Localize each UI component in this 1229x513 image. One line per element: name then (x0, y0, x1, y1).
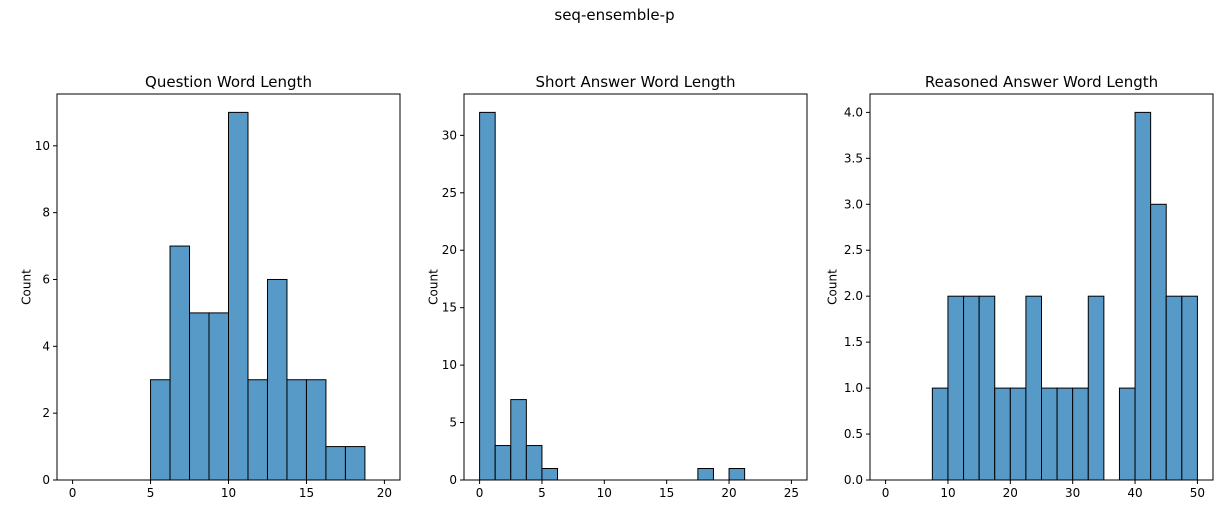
y-tick-label: 30 (442, 128, 457, 142)
y-tick-label: 0 (42, 473, 50, 487)
histogram-bar (963, 295, 980, 481)
histogram-bar (189, 312, 210, 481)
y-tick-label: 4 (42, 339, 50, 353)
y-tick-label: 4.0 (844, 105, 863, 119)
histogram-bar (266, 278, 288, 481)
y-tick-label: 10 (35, 139, 50, 153)
y-tick-label: 0.0 (844, 473, 863, 487)
histogram-bar (1150, 203, 1167, 481)
histogram-bar (994, 387, 1011, 481)
histogram-bar (344, 446, 366, 481)
x-tick-label: 20 (721, 486, 736, 500)
histogram-bar (1041, 387, 1058, 481)
histogram-bar (510, 399, 527, 481)
y-tick-label: 0 (449, 473, 457, 487)
y-axis-label: Count (825, 269, 839, 305)
histogram-bar (208, 312, 229, 481)
y-tick-label: 1.0 (844, 381, 863, 395)
histogram-bar (1118, 387, 1136, 481)
x-tick-label: 5 (538, 486, 546, 500)
histogram-bar (1181, 295, 1198, 481)
panel-short-answer-word-length: Short Answer Word Length Count 0 5 10 15 20 2… (427, 73, 808, 500)
x-tick-label: 25 (784, 486, 799, 500)
x-tick-label: 0 (69, 486, 77, 500)
histogram-bar (169, 245, 191, 481)
histogram-bar (228, 111, 249, 481)
x-tick-label: 20 (377, 486, 392, 500)
histogram-bar (1009, 387, 1027, 481)
x-tick-label: 10 (940, 486, 955, 500)
histogram-bar (479, 111, 496, 481)
y-tick-label: 20 (442, 243, 457, 257)
y-tick-label: 2.0 (844, 289, 863, 303)
x-tick-label: 15 (659, 486, 674, 500)
y-axis-label: Count (427, 269, 441, 305)
x-tick-label: 40 (1127, 486, 1142, 500)
figure-suptitle: seq-ensemble-p (554, 6, 675, 24)
histogram-bar (697, 468, 714, 481)
panel-title: Reasoned Answer Word Length (925, 73, 1158, 91)
histogram-bar (541, 468, 559, 481)
x-tick-label: 30 (1065, 486, 1080, 500)
histogram-bar (1134, 111, 1152, 481)
histogram-bar (728, 468, 746, 481)
histogram-bar (305, 379, 327, 481)
y-tick-label: 3.5 (844, 151, 863, 165)
y-tick-label: 2 (42, 406, 50, 420)
x-tick-label: 5 (147, 486, 155, 500)
histogram-bar (150, 379, 171, 481)
histogram-bar (947, 295, 965, 481)
y-tick-label: 1.5 (844, 335, 863, 349)
histogram-bar (325, 446, 346, 481)
histogram-bar (931, 387, 949, 481)
y-tick-label: 15 (442, 301, 457, 315)
histogram-bar (1056, 387, 1074, 481)
panel-reasoned-answer-word-length: Reasoned Answer Word Length Count 0 10 20 3… (825, 73, 1214, 500)
histogram-bar (1087, 295, 1105, 481)
x-tick-label: 20 (1003, 486, 1018, 500)
histogram-bar (1025, 295, 1043, 481)
y-axis-label: Count (20, 269, 34, 305)
x-tick-label: 15 (299, 486, 314, 500)
panel-question-word-length: Question Word Length Count 0 5 10 15 20 0 2 4 6 8… (20, 73, 401, 500)
histogram-bar (1072, 387, 1089, 481)
panel-title: Question Word Length (145, 73, 312, 91)
x-tick-label: 10 (597, 486, 612, 500)
x-tick-label: 10 (221, 486, 236, 500)
y-tick-label: 3.0 (844, 197, 863, 211)
histogram-bar (1165, 295, 1183, 481)
x-tick-label: 0 (476, 486, 484, 500)
y-tick-label: 6 (42, 272, 50, 286)
histogram-bar (494, 445, 512, 481)
y-tick-label: 25 (442, 186, 457, 200)
axes-frame (869, 93, 1214, 481)
histogram-bar (286, 379, 307, 481)
axes-frame (463, 93, 808, 481)
x-tick-label: 0 (882, 486, 890, 500)
x-tick-label: 50 (1190, 486, 1205, 500)
histogram-bar (247, 379, 268, 481)
panel-title: Short Answer Word Length (535, 73, 735, 91)
y-tick-label: 8 (42, 206, 50, 220)
histogram-bar (525, 445, 543, 481)
y-tick-label: 5 (449, 416, 457, 430)
y-tick-label: 0.5 (844, 427, 863, 441)
y-tick-label: 10 (442, 358, 457, 372)
histogram-bar (978, 295, 996, 481)
y-tick-label: 2.5 (844, 243, 863, 257)
